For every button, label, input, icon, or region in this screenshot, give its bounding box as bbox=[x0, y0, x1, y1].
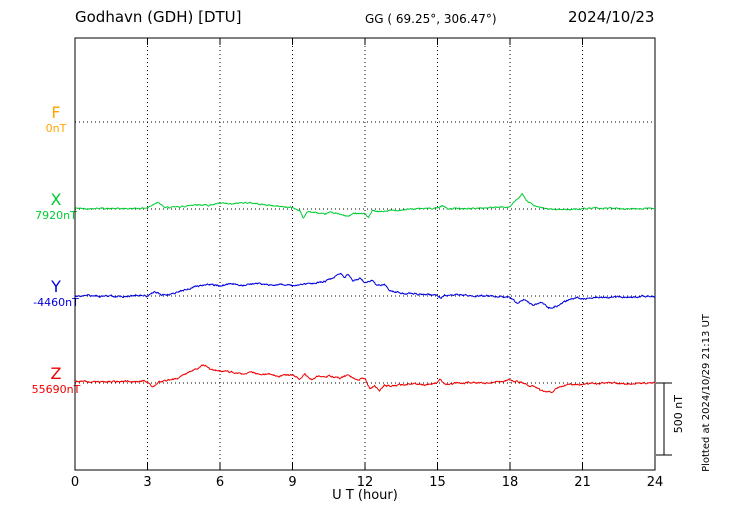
x-tick-label: 24 bbox=[646, 475, 664, 490]
trace-X bbox=[74, 192, 656, 219]
channel-letter: Z bbox=[50, 364, 62, 383]
x-tick-label: 12 bbox=[356, 475, 374, 490]
scale-bar-label: 500 nT bbox=[672, 395, 685, 434]
channel-label-Y: Y -4460nT bbox=[14, 277, 98, 310]
channel-letter: F bbox=[51, 103, 61, 122]
channel-letter: X bbox=[50, 190, 62, 209]
station-title: Godhavn (GDH) [DTU] bbox=[75, 8, 242, 26]
channel-baseline-value: -4460nT bbox=[33, 296, 79, 309]
x-tick-label: 9 bbox=[288, 475, 297, 490]
x-tick-label: 3 bbox=[143, 475, 152, 490]
x-tick-label: 6 bbox=[215, 475, 225, 490]
channel-label-F: F 0nT bbox=[14, 103, 98, 136]
x-tick-label: 15 bbox=[429, 475, 446, 490]
x-tick-label: 18 bbox=[501, 475, 519, 490]
channel-letter: Y bbox=[51, 277, 61, 296]
x-axis-label: U T (hour) bbox=[332, 488, 398, 503]
channel-label-X: X 7920nT bbox=[14, 190, 98, 223]
x-tick-label: 0 bbox=[70, 475, 80, 490]
x-tick-label: 21 bbox=[574, 475, 591, 490]
trace-Z bbox=[74, 364, 655, 394]
plotted-at-note: Plotted at 2024/10/29 21:13 UT bbox=[701, 314, 712, 472]
channel-label-Z: Z 55690nT bbox=[14, 364, 98, 397]
channel-baseline-value: 7920nT bbox=[35, 209, 77, 222]
trace-Y bbox=[74, 272, 656, 310]
geographic-coords: GG ( 69.25°, 306.47°) bbox=[365, 12, 497, 26]
channel-baseline-value: 0nT bbox=[45, 122, 67, 135]
plot-date: 2024/10/23 bbox=[568, 8, 655, 26]
channel-baseline-value: 55690nT bbox=[31, 383, 81, 396]
